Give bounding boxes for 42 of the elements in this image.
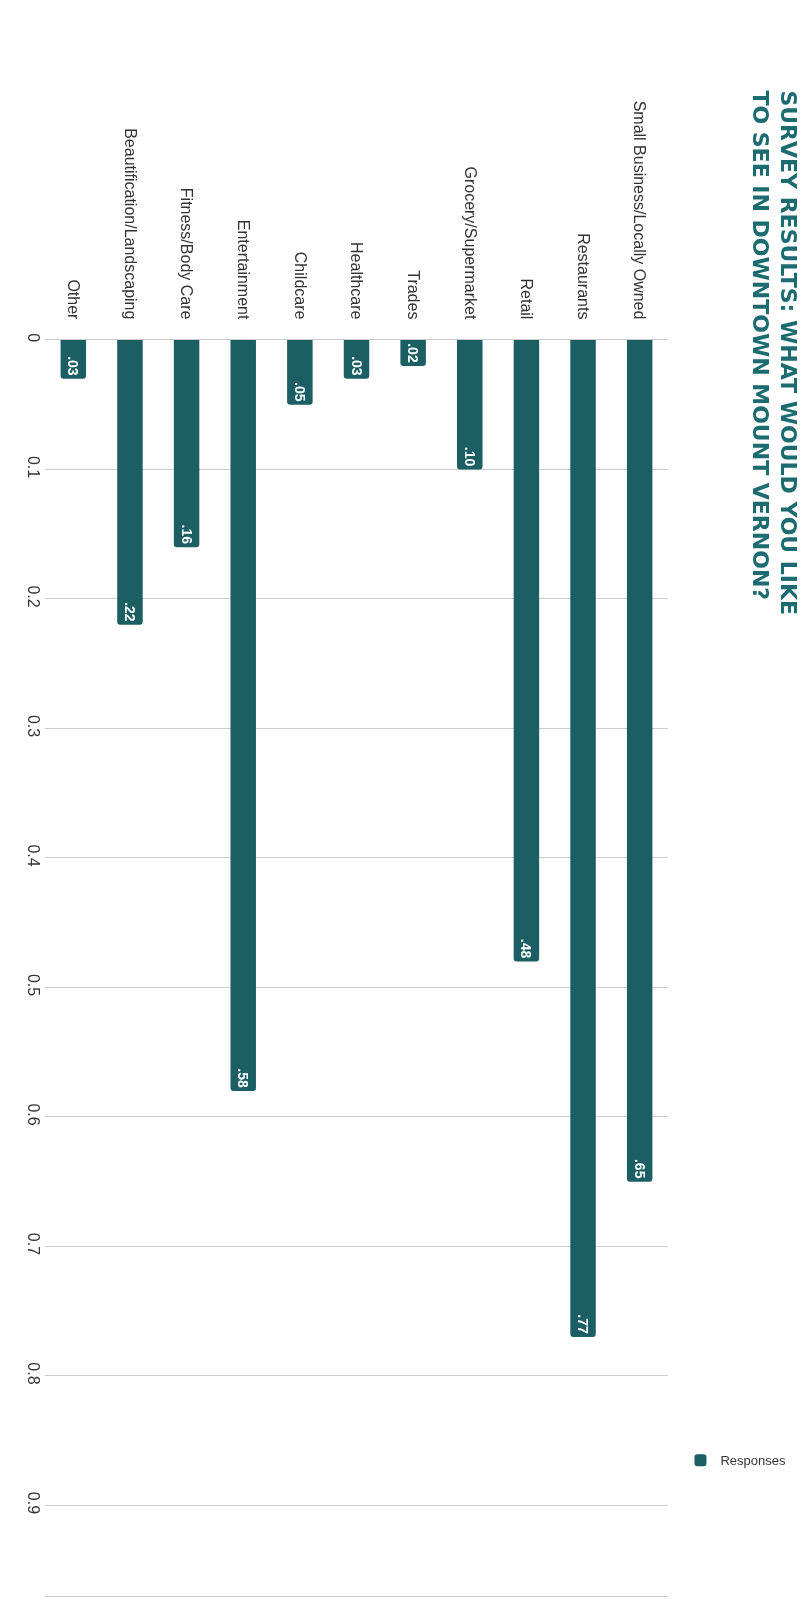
x-tick-label: Retail <box>518 278 536 320</box>
y-tick-label: 0.2 <box>25 585 42 608</box>
y-tick-label: 0.8 <box>25 1362 42 1385</box>
x-tick-label: Restaurants <box>574 233 592 320</box>
data-label: .10 <box>461 446 478 467</box>
data-label: .16 <box>178 524 195 545</box>
x-tick-label: Fitness/Body Care <box>178 187 196 320</box>
y-tick-label: 0.7 <box>25 1232 42 1256</box>
y-tick-label: 0.6 <box>25 1103 42 1126</box>
data-label: .65 <box>631 1158 648 1179</box>
bar <box>173 340 200 548</box>
x-tick-label: Entertainment <box>235 219 253 320</box>
x-tick-label: Beautification/Landscaping <box>121 128 139 320</box>
bar <box>513 340 540 962</box>
bar <box>457 340 483 470</box>
legend-label: Responses <box>720 1453 786 1469</box>
bar <box>570 340 596 1338</box>
bar <box>626 340 653 1182</box>
bar <box>117 340 143 625</box>
data-label: .03 <box>348 356 365 376</box>
x-tick-label: Small Business/Locally Owned <box>631 100 649 320</box>
data-label: .22 <box>121 602 138 622</box>
y-tick-label: 0.3 <box>25 714 42 738</box>
data-label: .77 <box>575 1314 592 1335</box>
y-tick-label: 0.1 <box>25 455 42 479</box>
y-tick-label: 0.5 <box>25 973 42 997</box>
x-tick-label: Healthcare <box>348 242 366 320</box>
x-tick-label: Childcare <box>291 251 309 320</box>
y-tick-label: 0 <box>25 333 42 343</box>
bar <box>287 340 313 405</box>
x-tick-label: Grocery/Supermarket <box>461 166 479 320</box>
y-tick-label: 0.4 <box>25 844 42 867</box>
y-tick-label: 0.9 <box>25 1491 42 1515</box>
data-label: .05 <box>291 382 308 402</box>
data-label: .58 <box>235 1068 252 1089</box>
text: SURVEY RESULTS: WHAT WOULD YOU LIKE TO SEE IN DOWNTOWN MOUNT VERNON? <box>747 90 801 616</box>
data-label: .02 <box>405 343 422 363</box>
data-label: .03 <box>65 356 82 376</box>
x-tick-label: Other <box>65 279 83 321</box>
bar <box>230 340 256 1092</box>
data-label: .48 <box>518 938 535 959</box>
x-tick-label: Trades <box>404 270 422 320</box>
